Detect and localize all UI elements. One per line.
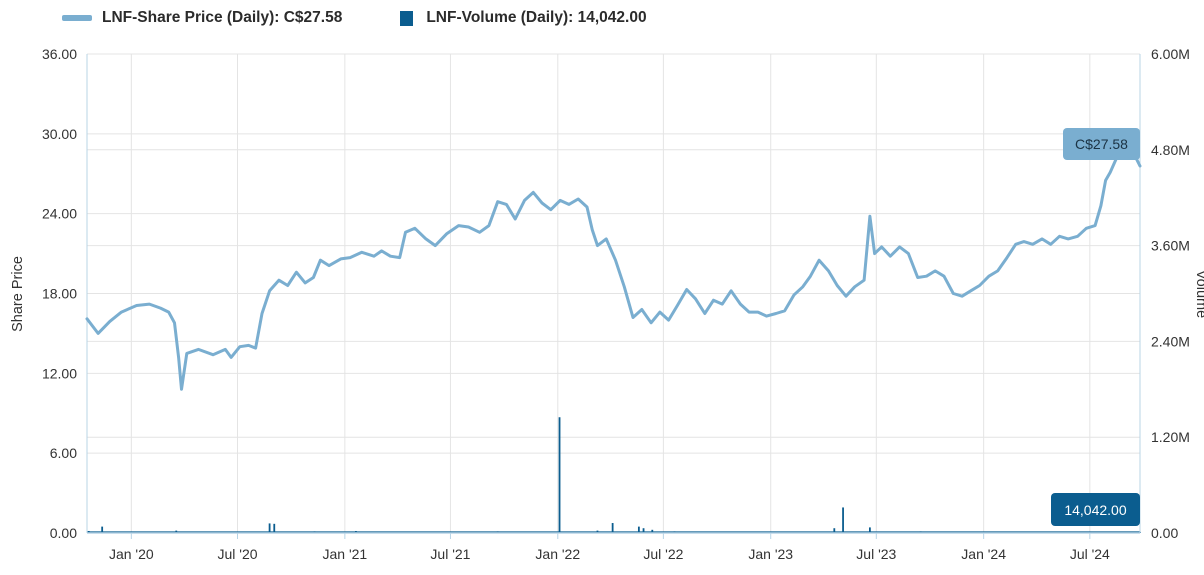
y-tick-label: 18.00	[42, 286, 77, 302]
price-badge-text: C$27.58	[1075, 136, 1128, 152]
x-tick-label: Jul '20	[217, 546, 257, 562]
y-axis-title: Share Price	[10, 256, 26, 332]
y2-tick-label: 1.20M	[1151, 429, 1190, 445]
y-tick-label: 24.00	[42, 206, 77, 222]
axes	[86, 54, 1141, 539]
volume-bar	[268, 523, 271, 533]
y-tick-label: 0.00	[50, 525, 77, 541]
volume-badge-text: 14,042.00	[1064, 502, 1126, 518]
y2-tick-label: 2.40M	[1151, 333, 1190, 349]
legend-item-share-price[interactable]: LNF-Share Price (Daily): C$27.58	[62, 9, 342, 27]
x-tick-label: Jan '22	[535, 546, 580, 562]
volume-bar	[558, 417, 561, 533]
x-tick-label: Jan '23	[748, 546, 793, 562]
volume-bar	[833, 528, 836, 533]
volume-bar	[842, 507, 844, 533]
x-tick-label: Jul '21	[430, 546, 470, 562]
legend-line-swatch	[62, 15, 92, 21]
y-tick-label: 36.00	[42, 46, 77, 62]
y2-tick-label: 3.60M	[1151, 238, 1190, 254]
grid-lines	[87, 53, 1140, 533]
y-tick-label: 12.00	[42, 365, 77, 381]
y2-tick-label: 4.80M	[1151, 142, 1190, 158]
legend-square-swatch	[400, 10, 414, 26]
volume-badge-background	[1051, 493, 1140, 526]
volume-bar	[637, 526, 640, 533]
volume-bar	[101, 526, 104, 533]
y2-tick-label: 0.00	[1151, 525, 1178, 541]
chart-legend: LNF-Share Price (Daily): C$27.58 LNF-Vol…	[62, 6, 705, 30]
price-value-badge: C$27.58	[1063, 128, 1140, 160]
x-tick-label: Jul '22	[643, 546, 683, 562]
volume-bar	[868, 527, 871, 533]
legend-label-share-price: LNF-Share Price (Daily): C$27.58	[102, 9, 343, 26]
y-tick-label: 30.00	[42, 126, 77, 142]
x-tick-label: Jan '24	[961, 546, 1006, 562]
legend-label-volume: LNF-Volume (Daily): 14,042.00	[426, 9, 647, 26]
y2-axis-title: Volume	[1193, 270, 1204, 318]
volume-bar	[642, 528, 645, 533]
x-tick-label: Jul '24	[1070, 546, 1110, 562]
volume-value-badge: 14,042.00	[1051, 493, 1140, 526]
tick-labels: 0.00 6.00 12.00 18.00 24.00 30.00 36.00 0.00 1.2…	[42, 46, 1190, 562]
y2-tick-label: 6.00M	[1151, 46, 1190, 62]
volume-bar	[273, 523, 276, 533]
x-tick-label: Jan '21	[322, 546, 367, 562]
legend-item-volume[interactable]: LNF-Volume (Daily): 14,042.00	[400, 9, 647, 27]
share-price-line	[85, 141, 1142, 391]
volume-bars	[87, 417, 1141, 534]
price-badge-background	[1063, 128, 1140, 160]
volume-bar	[611, 523, 614, 533]
y-tick-label: 6.00	[50, 445, 77, 461]
x-tick-label: Jul '23	[856, 546, 896, 562]
x-tick-label: Jan '20	[109, 546, 154, 562]
